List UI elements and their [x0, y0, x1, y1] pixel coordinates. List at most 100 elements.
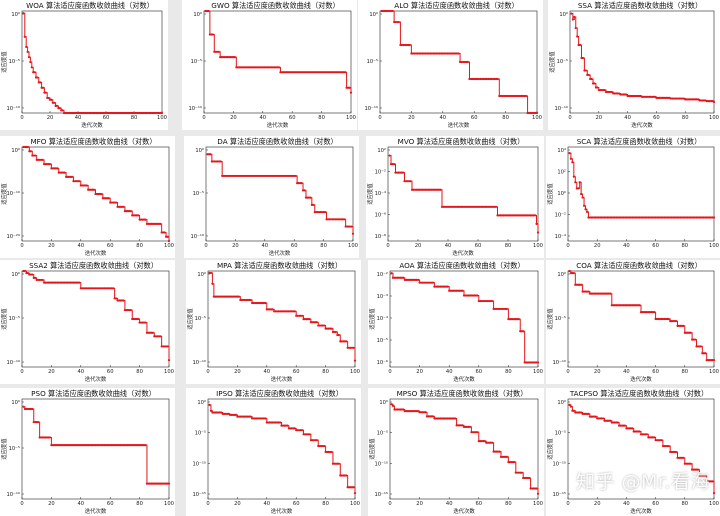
data-point — [129, 308, 132, 312]
data-point — [70, 175, 74, 179]
data-point — [584, 208, 587, 211]
x-tick-label: 40 — [623, 501, 630, 507]
x-tick-label: 100 — [533, 501, 543, 507]
data-point — [501, 94, 504, 98]
data-point — [400, 43, 404, 47]
data-point — [468, 425, 472, 429]
x-axis-label: 迭代次数 — [631, 121, 653, 129]
convergence-chart: GWO 算法适应度函数收敛曲线（对数） 0 20 40 60 80 100 10⁰ 10⁻⁵ 10… — [189, 1, 356, 129]
data-point — [471, 77, 474, 81]
y-axis-label: 适应度值 — [368, 308, 376, 330]
x-tick-label: 0 — [20, 501, 23, 507]
data-point — [63, 171, 66, 174]
data-point — [490, 77, 493, 81]
data-point — [704, 352, 707, 355]
x-tick-label: 60 — [471, 115, 478, 121]
y-tick-label: 10⁰ — [11, 148, 20, 154]
chart-panel: MVO 算法适应度函数收敛曲线（对数） 0 20 40 60 80 100 10² 10⁻² 10… — [366, 136, 544, 258]
data-point — [712, 359, 716, 362]
data-point — [300, 314, 304, 317]
data-point — [505, 307, 509, 311]
x-tick-label: 0 — [566, 501, 569, 507]
convergence-chart: MPA 算法适应度函数收敛曲线（对数） 0 20 40 60 80 100 10⁰ 10⁻⁵ 10… — [186, 261, 360, 383]
data-point — [524, 94, 528, 98]
x-axis-label: 迭代次数 — [630, 507, 652, 515]
data-point — [587, 290, 590, 293]
data-point — [144, 444, 147, 447]
convergence-chart: IPSO 算法适应度函数收敛曲线（对数） 0 20 40 60 80 100 10⁰ 10⁻⁵ 1… — [193, 389, 360, 515]
data-point — [435, 52, 438, 55]
data-point — [39, 81, 42, 84]
x-axis-label: 迭代次数 — [271, 375, 293, 383]
data-point — [409, 180, 412, 183]
data-point — [653, 311, 656, 314]
x-tick-label: 0 — [386, 243, 389, 249]
watermark-text: 知乎 @Mr.看海 — [575, 471, 710, 493]
data-point — [41, 278, 44, 282]
data-point — [499, 94, 502, 98]
data-point — [303, 189, 306, 192]
data-point — [431, 281, 435, 284]
data-point — [568, 403, 571, 406]
data-point — [433, 52, 437, 55]
data-point — [391, 9, 394, 13]
y-tick-label: 10⁻⁵ — [191, 59, 202, 65]
data-point — [418, 52, 421, 55]
x-axis-label: 迭代次数 — [85, 375, 107, 383]
data-point — [462, 60, 465, 64]
convergence-chart: COA 算法适应度函数收敛曲线（对数） 0 20 40 60 80 100 10⁰ 10⁻⁵ 10… — [546, 261, 719, 383]
data-point — [48, 436, 52, 439]
data-point — [488, 77, 491, 81]
y-tick-label: 10⁻¹⁰ — [7, 106, 21, 112]
data-point — [207, 9, 210, 13]
data-point — [660, 439, 663, 442]
data-point — [461, 424, 464, 427]
data-point — [349, 91, 353, 94]
x-tick-label: 20 — [595, 115, 602, 121]
data-point — [308, 318, 311, 321]
x-tick-label: 60 — [107, 243, 114, 249]
data-point — [454, 52, 457, 55]
data-point — [393, 20, 396, 24]
data-point — [458, 60, 462, 64]
y-tick-label: 10⁰ — [11, 400, 20, 406]
data-point — [107, 197, 110, 200]
y-tick-label: 10⁻¹⁰ — [555, 106, 569, 112]
data-point — [23, 35, 26, 38]
series-line — [389, 155, 539, 233]
x-tick-label: 80 — [136, 369, 143, 375]
chart-title: SSA 算法适应度函数收敛曲线（对数） — [578, 1, 702, 10]
data-point — [638, 304, 641, 307]
data-point — [504, 94, 507, 98]
data-point — [394, 20, 397, 24]
data-point — [454, 417, 457, 420]
data-point — [580, 192, 583, 196]
data-point — [167, 239, 171, 243]
data-point — [569, 405, 573, 408]
data-point — [533, 214, 537, 217]
data-point — [580, 411, 583, 414]
data-point — [440, 52, 443, 55]
data-point — [429, 52, 432, 55]
data-point — [166, 235, 169, 238]
data-point — [441, 52, 444, 55]
y-tick-label: 10⁻¹⁰ — [7, 360, 21, 366]
y-axis-label: 适应度值 — [0, 438, 8, 460]
x-axis-label: 迭代次数 — [453, 507, 475, 515]
y-tick-label: 10⁻⁵ — [193, 191, 204, 197]
series-line — [205, 10, 352, 93]
x-tick-label: 60 — [289, 115, 296, 121]
data-point — [26, 50, 29, 53]
x-tick-label: 80 — [136, 243, 143, 249]
x-tick-label: 80 — [681, 243, 688, 249]
data-point — [638, 430, 641, 433]
series-line — [207, 153, 354, 234]
x-tick-label: 80 — [505, 243, 512, 249]
data-point — [536, 492, 540, 495]
data-point — [667, 444, 670, 448]
x-tick-label: 0 — [202, 115, 205, 121]
data-point — [300, 429, 304, 432]
x-tick-label: 100 — [350, 501, 360, 507]
data-point — [112, 287, 115, 290]
x-tick-label: 40 — [624, 115, 631, 121]
